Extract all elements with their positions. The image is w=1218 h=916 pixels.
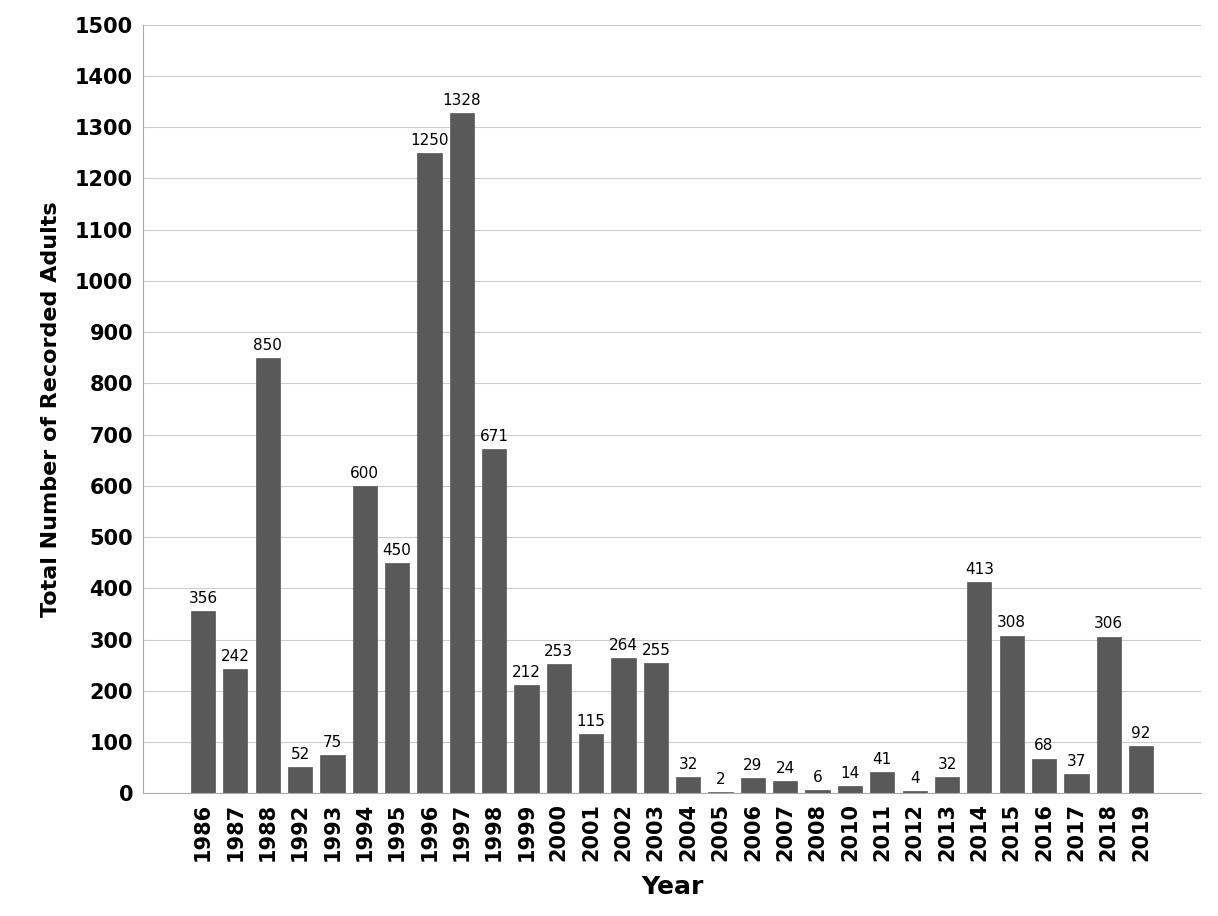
Text: 24: 24 [776, 761, 795, 776]
Bar [449, 113, 474, 793]
Text: 253: 253 [544, 644, 574, 659]
Text: 450: 450 [382, 542, 412, 558]
Bar [935, 777, 959, 793]
Bar [676, 777, 700, 793]
Bar [514, 684, 538, 793]
Bar [709, 792, 733, 793]
Text: 212: 212 [512, 665, 541, 680]
Text: 306: 306 [1094, 616, 1123, 631]
Text: 6: 6 [812, 770, 822, 785]
Bar [547, 664, 571, 793]
Text: 68: 68 [1034, 738, 1054, 753]
Bar [903, 791, 927, 793]
Bar [320, 755, 345, 793]
Bar [1000, 636, 1024, 793]
Text: 255: 255 [642, 642, 670, 658]
Bar [741, 779, 765, 793]
Text: 356: 356 [189, 591, 218, 605]
Bar [579, 735, 603, 793]
Bar [1065, 774, 1089, 793]
Bar [611, 658, 636, 793]
Text: 2: 2 [716, 772, 726, 787]
X-axis label: Year: Year [641, 876, 703, 900]
Text: 29: 29 [743, 758, 762, 773]
Bar [385, 562, 409, 793]
Text: 32: 32 [678, 757, 698, 772]
Text: 32: 32 [938, 757, 956, 772]
Text: 1250: 1250 [410, 133, 448, 147]
Text: 413: 413 [965, 562, 994, 576]
Text: 308: 308 [998, 616, 1027, 630]
Bar [482, 450, 507, 793]
Text: 37: 37 [1067, 754, 1086, 769]
Bar [223, 670, 247, 793]
Text: 264: 264 [609, 638, 638, 653]
Bar [191, 611, 216, 793]
Y-axis label: Total Number of Recorded Adults: Total Number of Recorded Adults [41, 202, 61, 616]
Text: 52: 52 [290, 747, 309, 761]
Bar [644, 662, 667, 793]
Text: 242: 242 [220, 649, 250, 664]
Text: 14: 14 [840, 766, 860, 781]
Bar [1032, 758, 1056, 793]
Bar [805, 791, 829, 793]
Bar [353, 485, 376, 793]
Bar [287, 767, 312, 793]
Text: 75: 75 [323, 735, 342, 750]
Text: 92: 92 [1132, 726, 1151, 741]
Bar [773, 781, 798, 793]
Text: 4: 4 [910, 771, 920, 786]
Text: 1328: 1328 [442, 93, 481, 108]
Text: 671: 671 [480, 430, 509, 444]
Text: 41: 41 [872, 752, 892, 768]
Text: 115: 115 [577, 714, 605, 729]
Bar [838, 786, 862, 793]
Bar [256, 358, 280, 793]
Text: 600: 600 [351, 465, 379, 481]
Bar [870, 772, 894, 793]
Bar [418, 153, 442, 793]
Text: 850: 850 [253, 338, 283, 353]
Bar [1129, 747, 1153, 793]
Bar [1096, 637, 1121, 793]
Bar [967, 582, 991, 793]
